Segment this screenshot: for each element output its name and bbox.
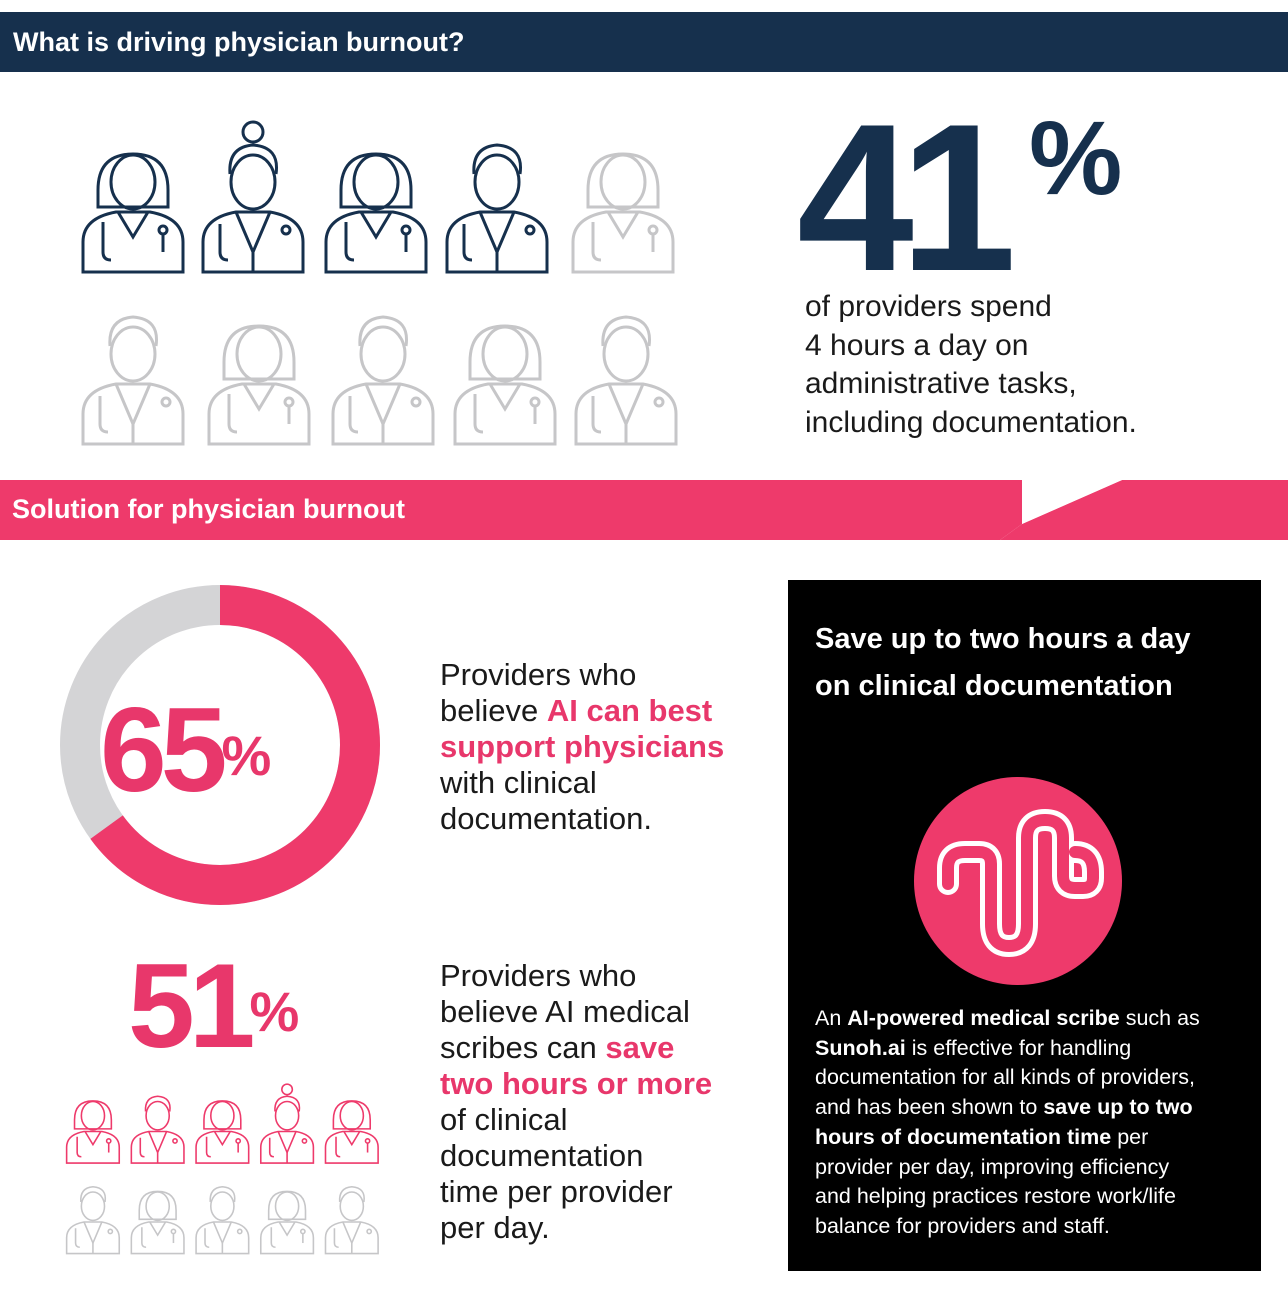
callout-line: Sunoh.ai is effective for handling <box>815 1035 1132 1060</box>
physician-icon-7 <box>207 324 311 446</box>
physician-icon-gray-5 <box>324 1185 379 1255</box>
physician-icon-gray-2 <box>130 1190 185 1255</box>
callout-title: Save up to two hours a day on clinical d… <box>815 616 1245 710</box>
section-header-driving: What is driving physician burnout? <box>0 12 1288 72</box>
physician-icon-pink-2 <box>130 1095 185 1164</box>
donut-value-arc <box>60 585 380 905</box>
stat-51-line: time per provider <box>440 1174 673 1209</box>
callout-line: and has been shown to save up to two <box>815 1095 1193 1120</box>
svg-text:%: % <box>1029 100 1122 217</box>
stat-51-percent: % <box>249 980 300 1043</box>
stat-41-line: of providers spend <box>805 290 1052 323</box>
physician-icon-pink-5 <box>324 1100 379 1164</box>
callout-line: balance for providers and staff. <box>815 1213 1110 1238</box>
stat-41-description: of providers spend 4 hours a day on admi… <box>805 288 1225 442</box>
callout-line: hours of documentation time per <box>815 1124 1149 1149</box>
physician-icon-5 <box>571 152 675 274</box>
stat-65-line: Providers who <box>440 657 637 692</box>
physician-icon-9 <box>453 324 557 446</box>
stat-65-percent: % <box>221 724 272 787</box>
physician-icon-gray-4 <box>259 1190 315 1255</box>
stat-41-line: including documentation. <box>805 405 1137 439</box>
stat-65-line: documentation. <box>440 801 652 836</box>
stat-65-value: 65 <box>100 683 228 817</box>
stat-65-line: with clinical <box>440 765 597 800</box>
callout-body: An AI-powered medical scribe such as Sun… <box>815 1004 1255 1242</box>
stat-51-line: per day. <box>440 1210 550 1245</box>
physician-icon-pink-4 <box>259 1083 315 1164</box>
stat-41-line: 4 hours a day on <box>805 328 1029 362</box>
callout-title-line: on clinical documentation <box>815 670 1173 702</box>
callout-line: documentation for all kinds of providers… <box>815 1065 1196 1090</box>
section-title-driving: What is driving physician burnout? <box>13 27 465 57</box>
stat-41-line: administrative tasks, <box>805 367 1077 400</box>
stat-51-line: two hours or more <box>440 1066 713 1101</box>
sunoh-logo-icon <box>914 777 1122 985</box>
stat-65-donut <box>60 585 380 905</box>
section-header-solution-text: Solution for physician burnout <box>0 480 1288 540</box>
stat-51-line: documentation <box>440 1138 644 1173</box>
section-header-solution <box>0 480 1288 540</box>
stat-51-number: 51% <box>128 946 299 1066</box>
stat-41-number: 41 % <box>797 82 1122 282</box>
stat-51-value: 51 <box>128 939 256 1073</box>
svg-text:41: 41 <box>797 82 1011 282</box>
physician-icon-8 <box>331 315 435 446</box>
stat-51-line: Providers who <box>440 958 637 993</box>
stat-65-line: believe AI can best <box>440 693 713 728</box>
callout-line: An AI-powered medical scribe such as <box>815 1006 1200 1030</box>
physician-icon-4 <box>445 143 549 274</box>
physician-icon-2 <box>201 120 305 274</box>
stat-51-line: believe AI medical <box>440 994 690 1029</box>
stat-51-description: Providers who believe AI medical scribes… <box>440 958 770 1246</box>
stat-51-line: of clinical <box>440 1102 568 1137</box>
sunoh-callout-box: Save up to two hours a day on clinical d… <box>788 580 1261 1271</box>
physician-icon-pink-3 <box>195 1100 250 1164</box>
physician-icon-6 <box>81 315 185 446</box>
physician-icon-gray-1 <box>65 1185 121 1255</box>
physician-icon-10 <box>574 315 678 446</box>
physician-icon-gray-3 <box>195 1185 250 1255</box>
stat-65-number: 65% <box>100 690 271 810</box>
callout-line: and helping practices restore work/life <box>815 1184 1176 1209</box>
callout-line: provider per day, improving efficiency <box>815 1154 1170 1179</box>
physician-icon-3 <box>324 152 428 274</box>
physician-icon-pink-1 <box>65 1100 121 1164</box>
physician-icon-grid-top <box>81 120 678 446</box>
callout-title-line: Save up to two hours a day <box>815 623 1191 655</box>
section-title-solution: Solution for physician burnout <box>12 494 405 524</box>
stat-65-description: Providers who believe AI can best suppor… <box>440 657 770 837</box>
physician-icon-1 <box>81 152 185 274</box>
physician-icon-grid-bottom <box>65 1083 379 1255</box>
stat-65-line: support physicians <box>440 729 725 764</box>
stat-51-line: scribes can save <box>440 1030 675 1065</box>
